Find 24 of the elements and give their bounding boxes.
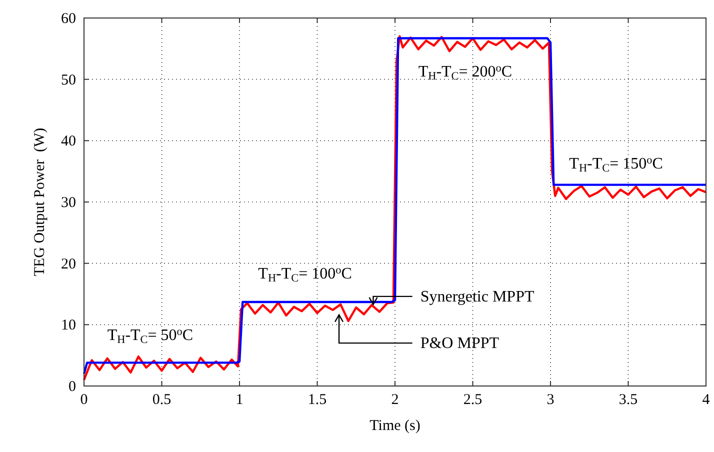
x-tick-label: 0 — [80, 392, 88, 408]
annotation: T$_{H}$-T$_{C}$= 150$^{o}$C — [569, 154, 663, 174]
x-axis-title: Time (s) — [370, 418, 420, 434]
y-tick-label: 50 — [61, 72, 76, 88]
y-tick-label: 30 — [61, 195, 76, 211]
x-tick-label: 1.5 — [308, 392, 327, 408]
x-tick-label: 2 — [391, 392, 399, 408]
x-tick-label: 3 — [546, 392, 554, 408]
y-tick-label: 20 — [61, 256, 76, 272]
y-tick-label: 60 — [61, 11, 76, 27]
y-tick-label: 10 — [61, 318, 76, 334]
x-tick-label: 4 — [702, 392, 710, 408]
annotation: T$_{H}$-T$_{C}$= 200$^{o}$C — [418, 62, 512, 82]
y-axis-title: TEG Output Power (W) — [32, 128, 48, 276]
series-label: Synergetic MPPT — [420, 288, 534, 306]
x-tick-label: 2.5 — [463, 392, 482, 408]
y-tick-label: 0 — [68, 379, 76, 395]
text: P&O MPPT — [420, 335, 500, 352]
x-tick-label: 0.5 — [152, 392, 172, 408]
x-tick-label: 1 — [236, 392, 244, 408]
y-tick-label: 40 — [61, 134, 76, 150]
annotation: T$_{H}$-T$_{C}$= 100$^{o}$C — [258, 264, 352, 284]
annotation: T$_{H}$-T$_{C}$= 50$^{o}$C — [107, 326, 194, 346]
x-tick-label: 3.5 — [618, 392, 638, 408]
